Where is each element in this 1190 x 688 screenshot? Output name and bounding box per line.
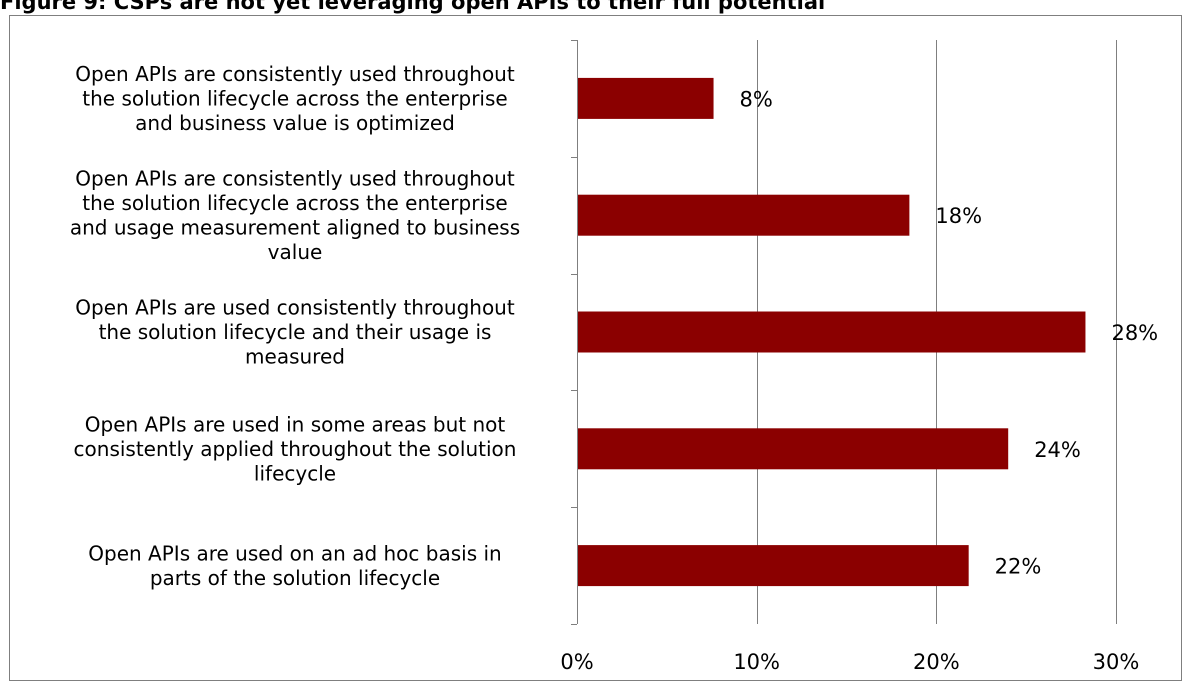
chart-frame (9, 15, 1182, 681)
category-label: Open APIs are consistently used througho… (70, 166, 520, 264)
category-label: Open APIs are used in some areas but not… (74, 412, 517, 485)
category-label: Open APIs are used consistently througho… (75, 296, 515, 369)
data-label: 18% (935, 204, 982, 228)
x-tick-label: 20% (913, 650, 960, 674)
data-label: 22% (995, 555, 1042, 579)
bar (578, 311, 1086, 353)
category-label: Open APIs are consistently used througho… (75, 62, 515, 135)
x-tick-label: 0% (560, 650, 593, 674)
x-tick-label: 10% (733, 650, 780, 674)
bar (578, 77, 714, 119)
bar (578, 545, 969, 587)
chart-title: Figure 9: CSPs are not yet leveraging op… (0, 0, 826, 14)
bar (578, 194, 910, 236)
bar (578, 428, 1009, 470)
data-label: 8% (740, 87, 773, 111)
x-tick-label: 30% (1093, 650, 1140, 674)
data-label: 28% (1111, 321, 1158, 345)
category-label: Open APIs are used on an ad hoc basis in… (88, 541, 501, 590)
data-label: 24% (1034, 438, 1081, 462)
